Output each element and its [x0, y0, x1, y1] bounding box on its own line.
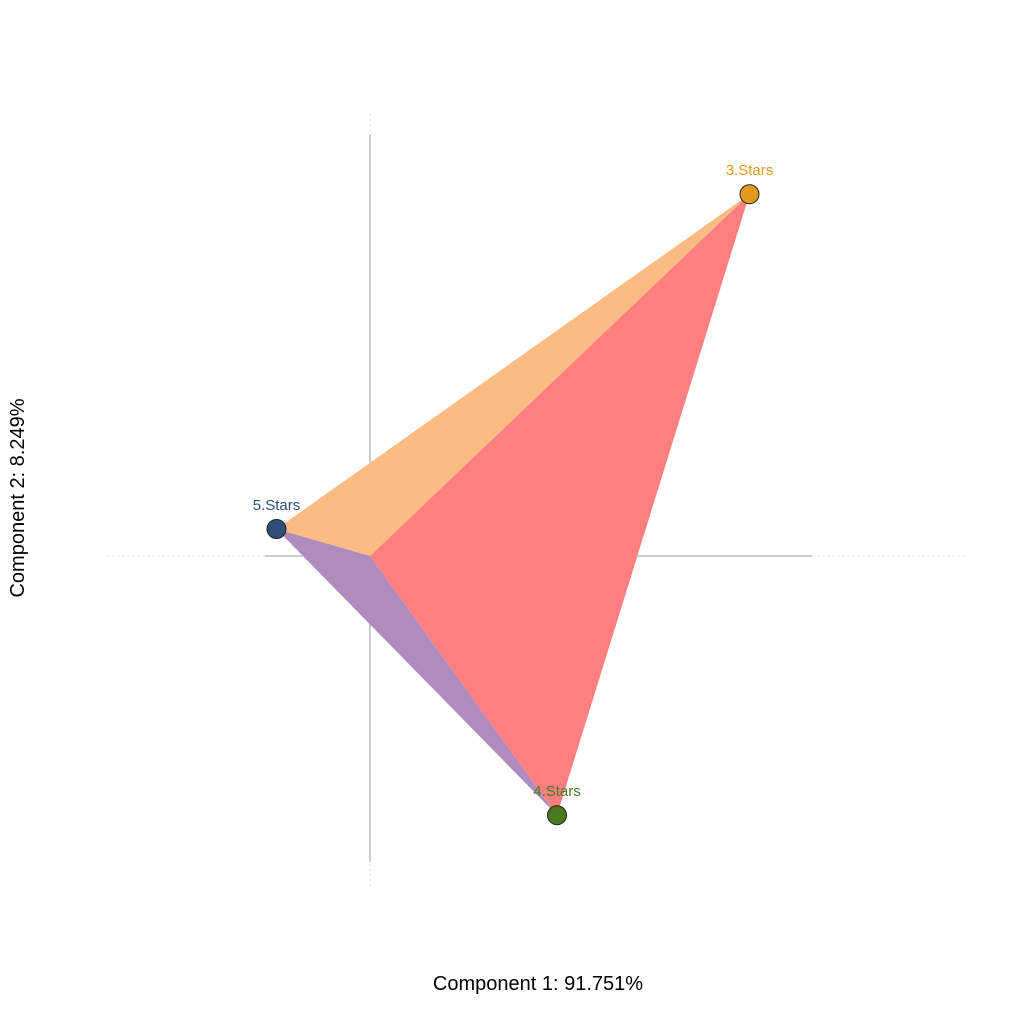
label-3-stars: 3.Stars [726, 162, 774, 179]
triangle-areas [276, 194, 750, 816]
point-labels: 5.Stars 3.Stars 4.Stars [253, 162, 774, 800]
area-5-stars-3-stars [276, 194, 750, 556]
label-4-stars: 4.Stars [533, 783, 581, 800]
x-axis-title: Component 1: 91.751% [433, 973, 643, 995]
point-4-stars [547, 805, 567, 826]
area-5-stars-4-stars [276, 529, 557, 816]
area-3-stars-4-stars [370, 194, 750, 816]
label-5-stars: 5.Stars [253, 497, 301, 514]
point-5-stars [266, 519, 287, 539]
data-points [266, 184, 760, 826]
y-axis-title: Component 2: 8.249% [7, 398, 29, 597]
point-3-stars [739, 184, 760, 205]
